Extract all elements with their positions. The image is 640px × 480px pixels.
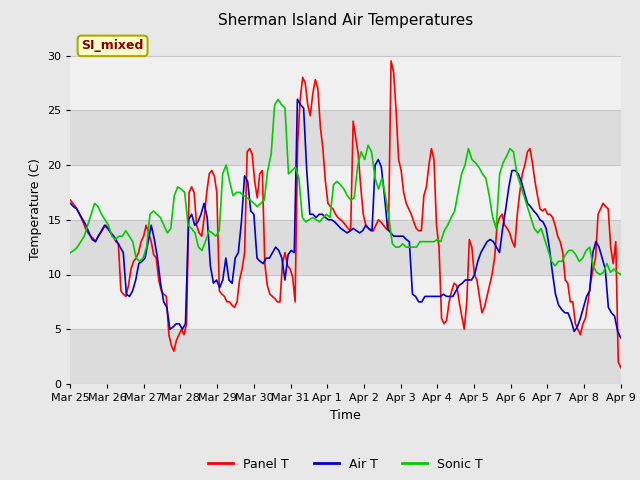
Air T — [617, 335, 625, 341]
Bar — [70, 220, 621, 275]
Panel T — [483, 293, 491, 300]
Air T — [294, 96, 301, 102]
Air T — [443, 293, 451, 300]
Air T — [259, 261, 267, 266]
Air T — [340, 228, 348, 234]
Panel T — [67, 197, 74, 203]
Sonic T — [617, 272, 625, 277]
Y-axis label: Temperature (C): Temperature (C) — [29, 158, 42, 260]
Panel T — [412, 226, 420, 231]
Line: Air T: Air T — [70, 99, 621, 338]
Panel T — [281, 250, 289, 255]
Sonic T — [177, 186, 185, 192]
Panel T — [521, 162, 529, 168]
Bar — [70, 110, 621, 165]
Sonic T — [374, 186, 382, 192]
Sonic T — [67, 250, 74, 255]
Sonic T — [222, 162, 230, 168]
Sonic T — [520, 193, 528, 199]
Text: SI_mixed: SI_mixed — [81, 39, 144, 52]
Panel T — [617, 365, 625, 371]
Bar — [70, 165, 621, 220]
Air T — [515, 171, 522, 177]
Air T — [67, 201, 74, 206]
Line: Panel T: Panel T — [70, 61, 621, 368]
Air T — [586, 288, 593, 294]
Line: Sonic T: Sonic T — [70, 99, 621, 275]
Sonic T — [427, 239, 435, 244]
Title: Sherman Island Air Temperatures: Sherman Island Air Temperatures — [218, 13, 473, 28]
Bar — [70, 56, 621, 110]
Panel T — [289, 274, 296, 279]
Sonic T — [596, 272, 604, 277]
Air T — [157, 280, 164, 286]
Panel T — [94, 233, 102, 239]
Bar — [70, 329, 621, 384]
X-axis label: Time: Time — [330, 408, 361, 421]
Sonic T — [275, 96, 282, 102]
Bar — [70, 275, 621, 329]
Legend: Panel T, Air T, Sonic T: Panel T, Air T, Sonic T — [203, 453, 488, 476]
Sonic T — [593, 269, 600, 275]
Panel T — [387, 58, 395, 64]
